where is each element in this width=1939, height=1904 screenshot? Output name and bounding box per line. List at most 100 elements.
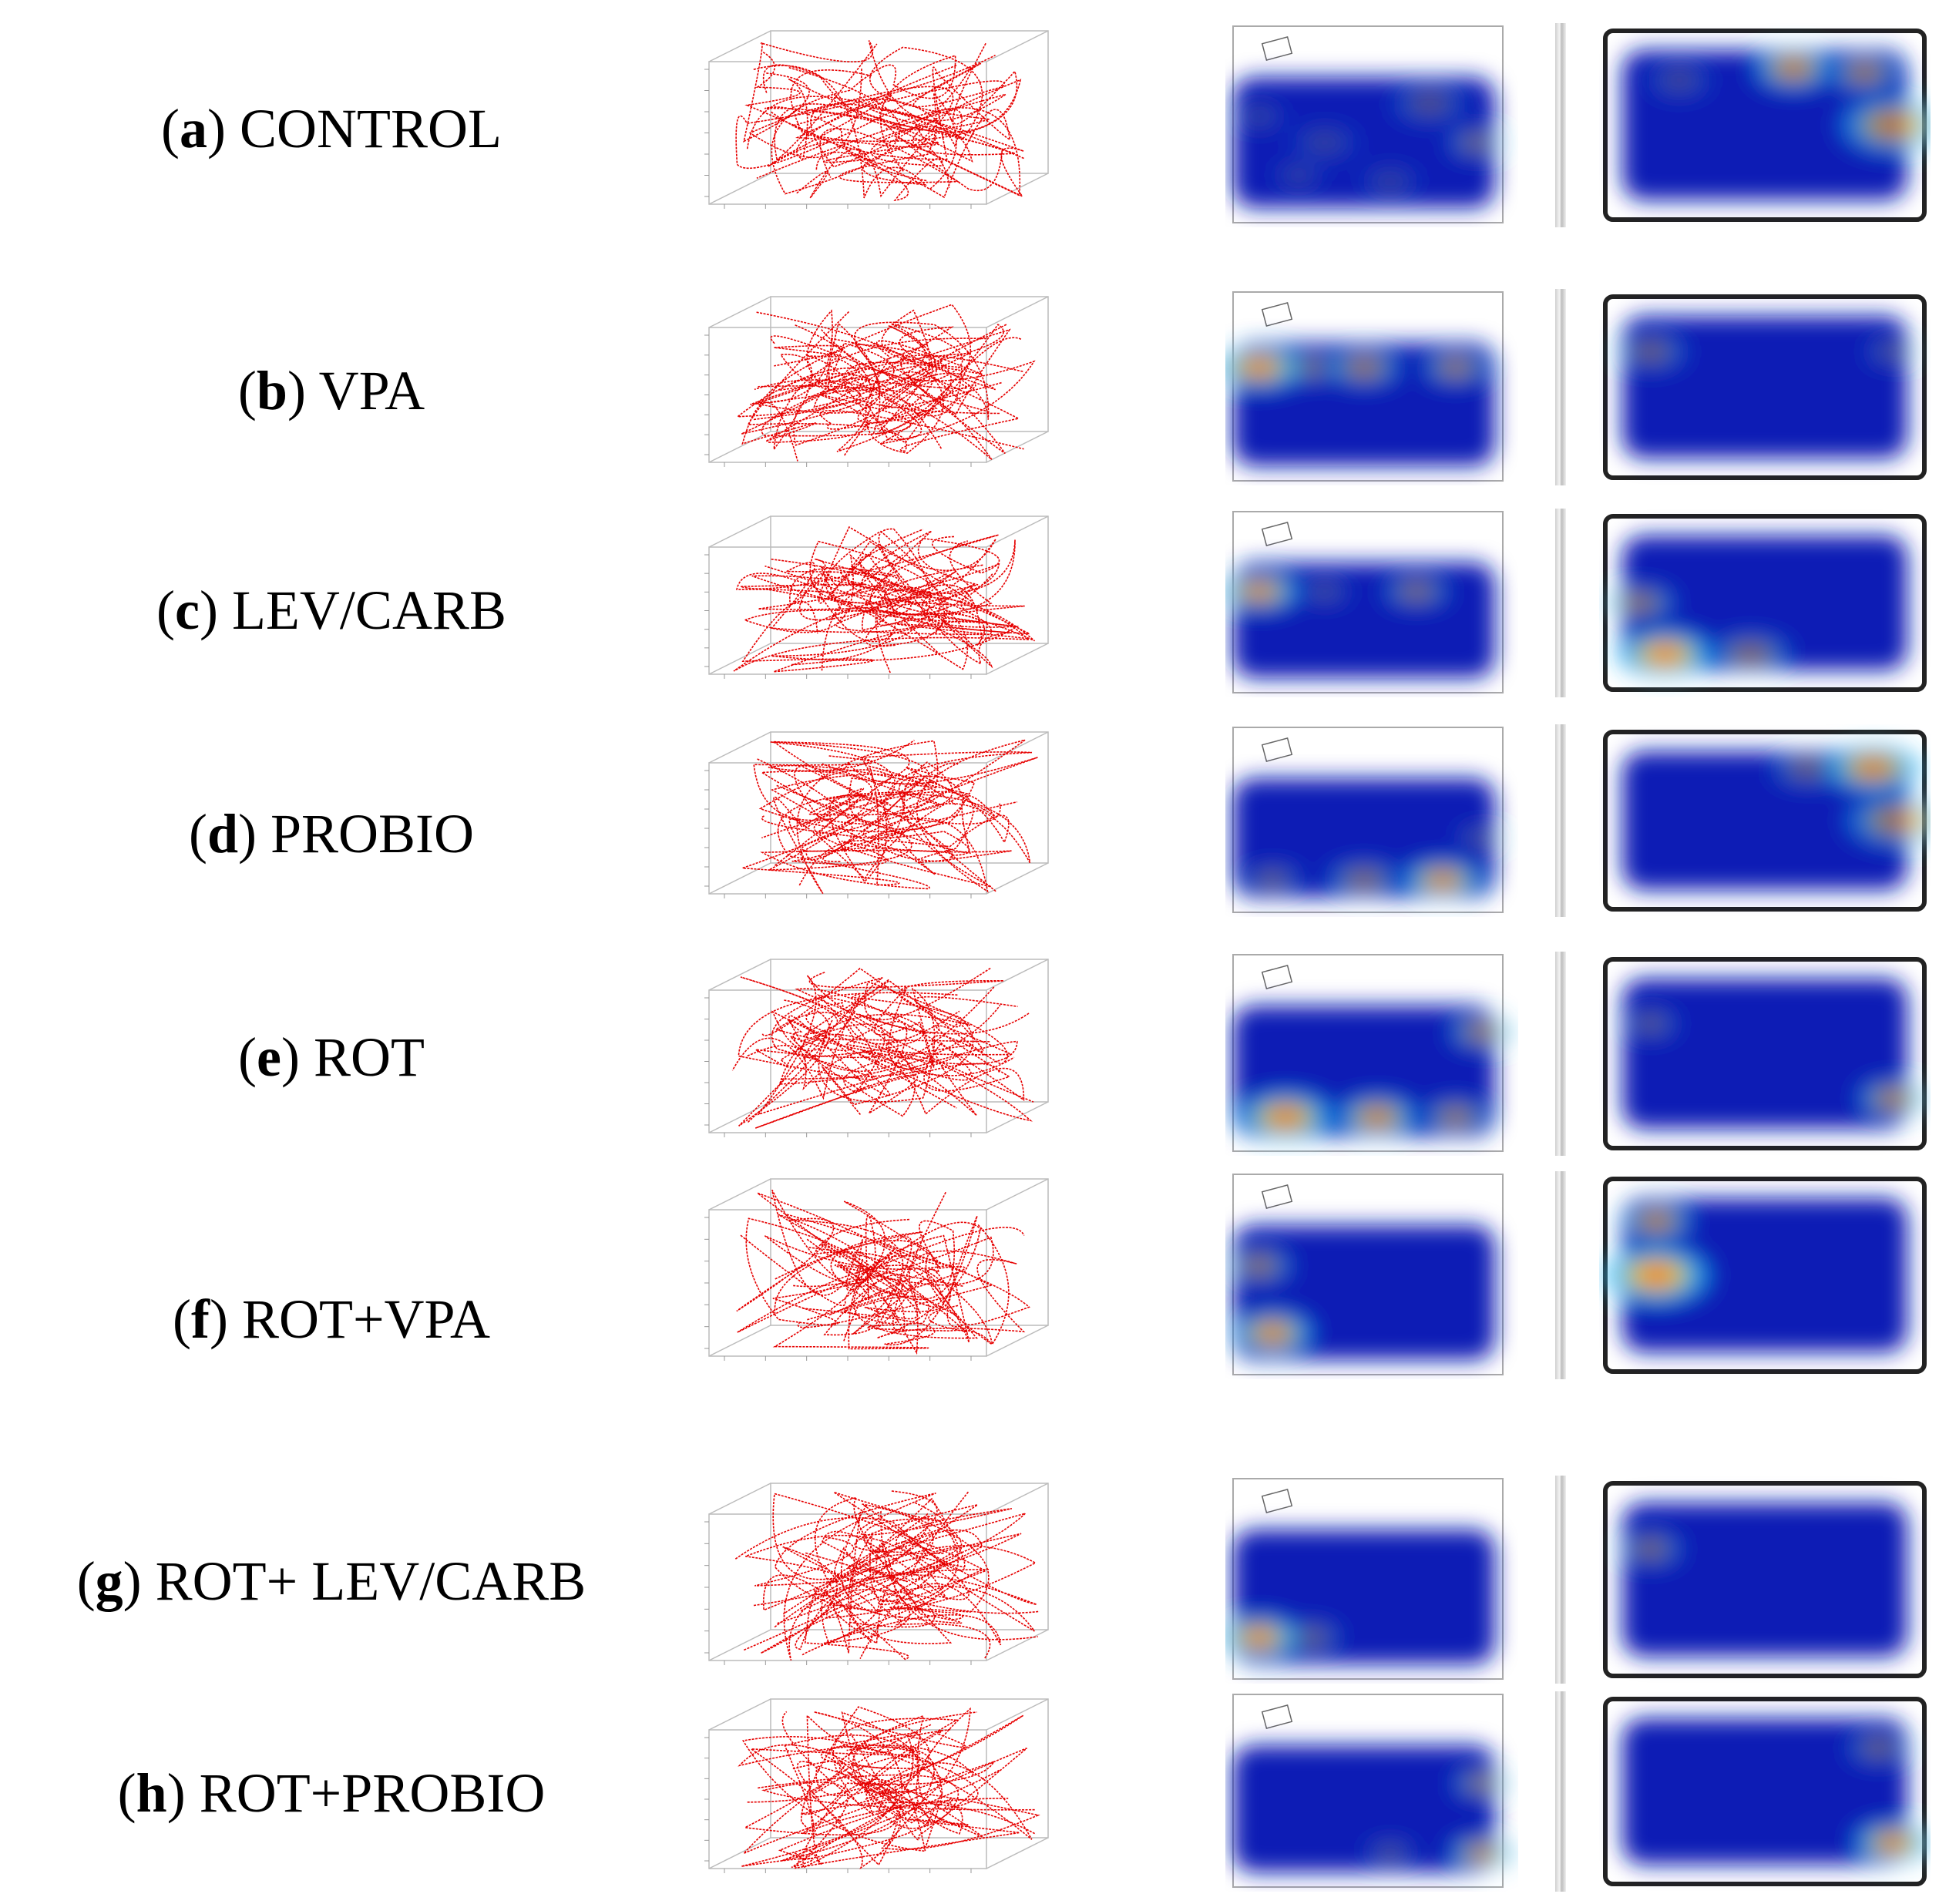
heat-spot xyxy=(1615,1530,1686,1568)
row-label-f: (f) ROT+VPA xyxy=(173,1288,490,1350)
swim-tracks xyxy=(734,1490,1040,1661)
axis-ticks xyxy=(704,1217,972,1361)
heat-spot xyxy=(1358,166,1423,198)
heat-spot xyxy=(1705,633,1796,676)
plot-box xyxy=(708,515,1049,675)
trajectory-3d-plot xyxy=(694,1476,1064,1684)
swim-tracks xyxy=(738,1706,1040,1869)
row-label-letter: g xyxy=(95,1550,123,1612)
heat-spot xyxy=(1833,93,1931,157)
heat-spot xyxy=(1444,126,1509,159)
heat-spot xyxy=(1225,1614,1306,1661)
row-label-c: (c) LEV/CARB xyxy=(156,579,506,641)
heat-spot xyxy=(1322,861,1406,899)
heat-field xyxy=(1622,1718,1907,1865)
tank-tag xyxy=(1261,36,1293,61)
panel-divider xyxy=(1555,952,1566,1156)
heat-spot xyxy=(1225,1247,1296,1284)
swim-tracks xyxy=(736,1189,1030,1355)
row-label-letter: a xyxy=(180,98,207,160)
side-view-heatmap xyxy=(1225,1476,1518,1684)
swim-tracks xyxy=(731,967,1034,1129)
plot-box xyxy=(708,296,1049,463)
heat-spot xyxy=(1610,628,1720,680)
heat-spot xyxy=(1232,102,1287,130)
trajectory-3d-plot xyxy=(694,509,1064,697)
heat-spot xyxy=(1748,44,1839,92)
heat-spot xyxy=(1848,1819,1931,1866)
heat-spot xyxy=(1363,1839,1418,1867)
swim-tracks xyxy=(742,739,1038,895)
side-view-heatmap xyxy=(1225,289,1518,485)
row-label-name: ROT xyxy=(313,1026,425,1088)
heat-spot xyxy=(1863,336,1924,367)
heat-spot xyxy=(1445,1013,1518,1050)
axis-ticks xyxy=(704,334,972,467)
tank-tag xyxy=(1261,1704,1293,1729)
row-label-d: (d) PROBIO xyxy=(188,803,475,865)
heat-spot xyxy=(1230,1089,1341,1145)
side-view-heatmap xyxy=(1225,509,1518,697)
top-view-heatmap xyxy=(1599,1476,1931,1684)
heat-spot xyxy=(1599,584,1679,622)
heat-field xyxy=(1622,979,1907,1129)
side-view-heatmap xyxy=(1225,1691,1518,1892)
top-view-heatmap xyxy=(1599,289,1931,485)
top-view-heatmap xyxy=(1599,1171,1931,1379)
trajectory-3d-plot xyxy=(694,1171,1064,1379)
axis-ticks xyxy=(704,770,972,898)
panel-divider xyxy=(1555,1691,1566,1892)
top-view-heatmap xyxy=(1599,724,1931,917)
panel-divider xyxy=(1555,23,1566,227)
heat-spot xyxy=(1644,62,1715,99)
swim-tracks xyxy=(735,304,1036,462)
panel-divider xyxy=(1555,1171,1566,1379)
heat-spot xyxy=(1419,1098,1493,1136)
top-view-heatmap xyxy=(1599,952,1931,1156)
tank-tag xyxy=(1261,737,1293,762)
heat-spot xyxy=(1225,344,1310,391)
tank-tag xyxy=(1261,522,1293,546)
panel-divider xyxy=(1555,289,1566,485)
row-label-name: CONTROL xyxy=(239,98,502,160)
heat-spot xyxy=(1853,1077,1931,1120)
top-view-heatmap xyxy=(1599,1691,1931,1892)
side-view-heatmap xyxy=(1225,952,1518,1156)
heat-spot xyxy=(1824,51,1905,94)
axis-ticks xyxy=(704,554,972,679)
row-label-letter: h xyxy=(136,1762,167,1824)
heat-spot xyxy=(1297,579,1353,604)
heat-spot xyxy=(1279,1620,1344,1654)
trajectory-3d-plot xyxy=(694,952,1064,1156)
row-label-e: (e) ROT xyxy=(238,1026,425,1088)
row-label-g: (g) ROT+ LEV/CARB xyxy=(76,1550,586,1612)
heat-spot xyxy=(1818,740,1928,795)
heat-field xyxy=(1622,316,1907,458)
axis-ticks xyxy=(704,1737,972,1873)
row-label-a: (a) CONTROL xyxy=(161,98,502,160)
trajectory-3d-plot xyxy=(694,23,1064,227)
top-view-heatmap xyxy=(1599,23,1931,227)
row-label-name: ROT+VPA xyxy=(241,1288,490,1350)
heat-spot xyxy=(1611,331,1691,372)
row-label-letter: c xyxy=(175,579,200,641)
tank-tag xyxy=(1261,965,1293,989)
side-view-heatmap xyxy=(1225,724,1518,917)
row-label-letter: f xyxy=(190,1288,210,1350)
heat-spot xyxy=(1767,748,1848,787)
heat-field xyxy=(1622,1503,1907,1657)
figure-row-f: (f) ROT+VPA xyxy=(0,1164,1939,1429)
figure-row-h: (h) ROT+PROBIO xyxy=(0,1684,1939,1899)
heat-field xyxy=(1622,1198,1907,1352)
tank-tag xyxy=(1261,302,1293,327)
tank-frame xyxy=(1603,957,1927,1150)
axis-ticks xyxy=(704,997,972,1137)
top-view-heatmap xyxy=(1599,509,1931,697)
row-label-letter: d xyxy=(207,803,238,865)
heat-spot xyxy=(1331,1093,1423,1140)
row-label-letter: b xyxy=(256,360,287,421)
heat-spot xyxy=(1379,575,1453,608)
tank-tag xyxy=(1261,1184,1293,1209)
tank-tag xyxy=(1261,1489,1293,1513)
